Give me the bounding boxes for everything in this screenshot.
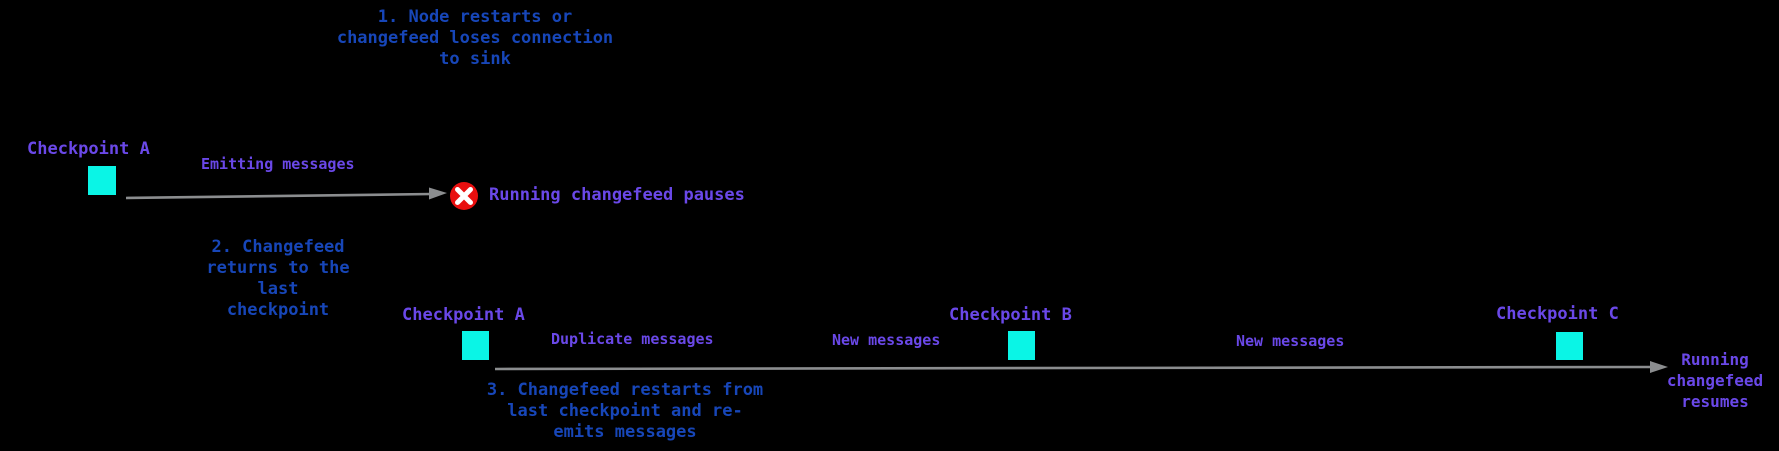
resume-timeline-arrow (494, 361, 1668, 373)
pause-timeline-arrow (125, 187, 447, 200)
new-messages-label-2: New messages (1236, 332, 1345, 350)
checkpoint-a-label: Checkpoint A (27, 139, 150, 159)
emitting-messages-label: Emitting messages (201, 155, 355, 173)
checkpoint-b-label: Checkpoint B (949, 305, 1072, 325)
running-changefeed-resumes-label: Running changefeed resumes (1666, 350, 1764, 411)
step1-note: 1. Node restarts or changefeed loses con… (336, 7, 614, 69)
checkpoint-a-resumed-label: Checkpoint A (402, 305, 525, 325)
checkpoint-c-marker (1556, 332, 1583, 360)
checkpoint-c-label: Checkpoint C (1496, 304, 1619, 324)
duplicate-messages-label: Duplicate messages (551, 330, 714, 348)
changefeed-paused-error-icon (450, 182, 478, 210)
checkpoint-a-marker (88, 166, 116, 195)
running-changefeed-pauses-label: Running changefeed pauses (489, 185, 745, 205)
checkpoint-a-resumed-marker (462, 331, 489, 360)
new-messages-label-1: New messages (832, 331, 941, 349)
checkpoint-b-marker (1008, 331, 1035, 360)
step2-note: 2. Changefeed returns to the last checkp… (206, 237, 350, 320)
step3-note: 3. Changefeed restarts from last checkpo… (486, 380, 764, 442)
